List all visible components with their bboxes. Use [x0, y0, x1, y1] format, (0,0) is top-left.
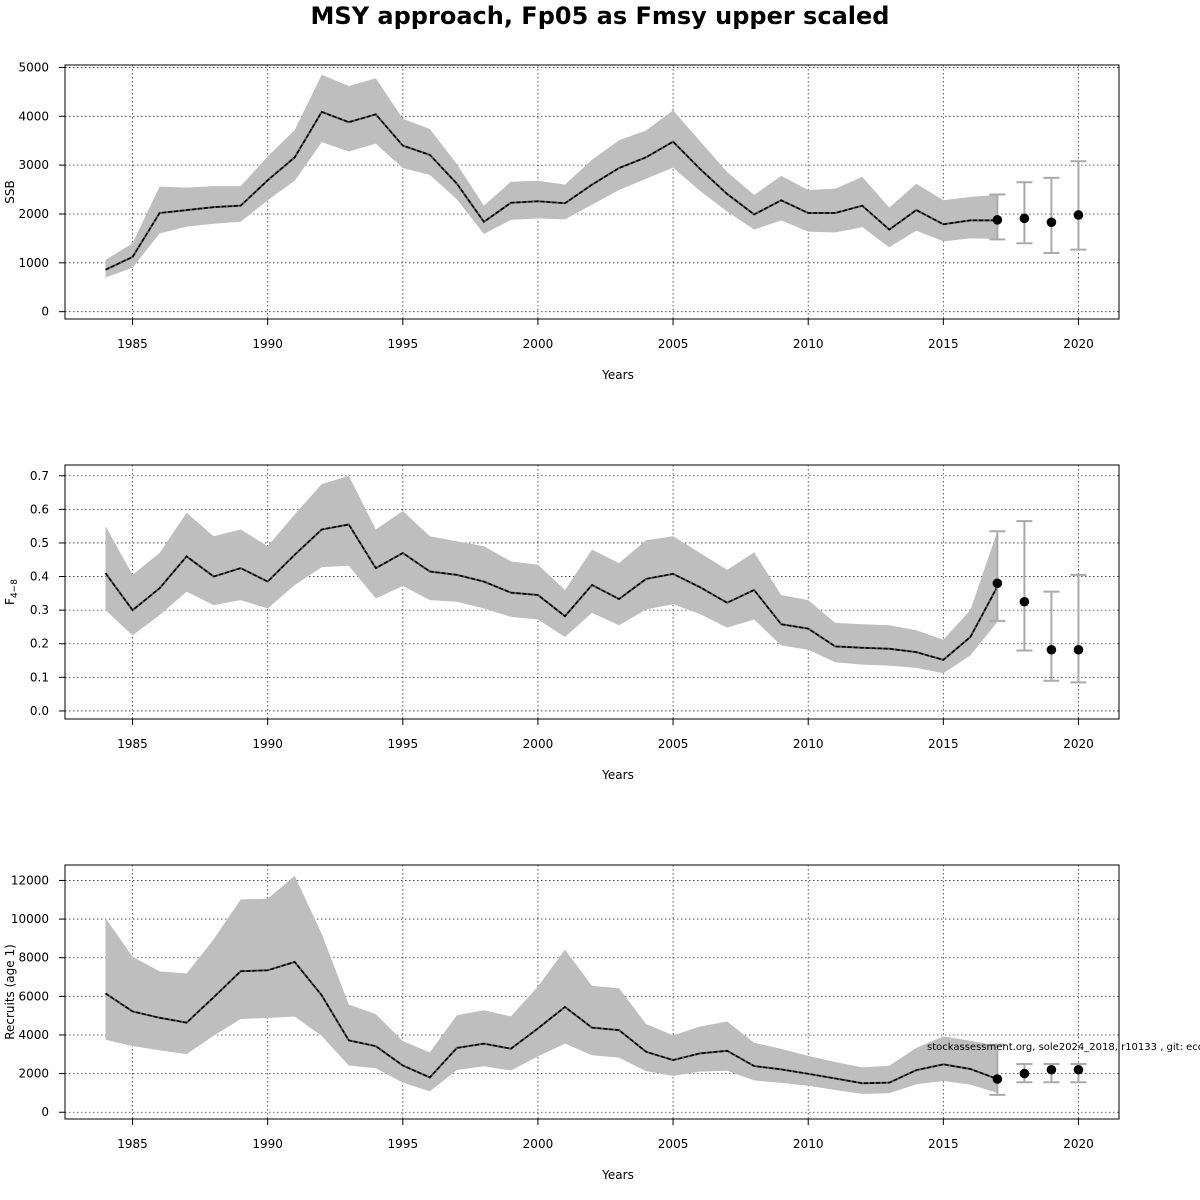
- x-tick-label: 1990: [252, 337, 283, 351]
- y-tick-label: 6000: [18, 989, 49, 1003]
- estimate-line: [105, 961, 998, 1085]
- confidence-band: [105, 875, 998, 1094]
- forecast-point: [992, 578, 1003, 589]
- plot-frame: [64, 464, 1120, 720]
- y-tick-label: 0: [41, 305, 49, 319]
- y-axis-title-subscript: 4−8: [10, 579, 20, 598]
- y-axis-title: Recruits (age 1): [3, 944, 17, 1040]
- y-tick-label: 0.3: [30, 603, 49, 617]
- forecast-point: [992, 1074, 1003, 1084]
- estimate-line: [105, 110, 998, 271]
- x-tick-label: 2020: [1063, 737, 1094, 751]
- y-tick-label: 0: [41, 1105, 49, 1119]
- plot-frame: [64, 64, 1120, 320]
- x-tick-label: 2015: [928, 737, 959, 751]
- forecast-point: [1073, 1064, 1084, 1075]
- forecast-point: [1073, 210, 1084, 220]
- forecast-point: [1046, 217, 1057, 228]
- x-axis-title: Years: [601, 368, 634, 382]
- x-tick-label: 2010: [793, 337, 824, 351]
- y-tick-label: 0.5: [30, 536, 49, 550]
- y-tick-label: 0.2: [30, 637, 49, 651]
- y-axis-title: SSB: [3, 180, 17, 203]
- y-tick-label: 0.6: [30, 502, 49, 516]
- x-tick-label: 1985: [117, 737, 148, 751]
- y-tick-label: 10000: [11, 912, 49, 926]
- y-tick-label: 2000: [18, 207, 49, 221]
- y-tick-label: 5000: [18, 60, 49, 74]
- x-tick-label: 2020: [1063, 1137, 1094, 1151]
- y-tick-label: 12000: [11, 873, 49, 887]
- y-tick-label: 0.4: [30, 570, 49, 584]
- x-tick-label: 1995: [388, 737, 419, 751]
- chart-title: MSY approach, Fp05 as Fmsy upper scaled: [310, 2, 890, 30]
- x-tick-label: 1985: [117, 1137, 148, 1151]
- recruitment-panel: 1985 1990 1995 2000 2005 2010 2015 2020 0 2000 400…: [3, 864, 1120, 1182]
- x-axis-title: Years: [601, 768, 634, 782]
- forecast-point: [1046, 644, 1057, 655]
- forecast-point: [1019, 596, 1030, 607]
- y-tick-label: 3000: [18, 158, 49, 172]
- y-tick-label: 1000: [18, 256, 49, 270]
- forecast-point: [1019, 1068, 1030, 1079]
- y-tick-label: 4000: [18, 1028, 49, 1042]
- x-tick-label: 1985: [117, 337, 148, 351]
- y-tick-label: 0.7: [30, 469, 49, 483]
- x-tick-label: 1990: [252, 1137, 283, 1151]
- forecast-point: [1046, 1064, 1057, 1075]
- x-tick-label: 2000: [523, 1137, 554, 1151]
- x-tick-label: 2005: [658, 737, 689, 751]
- x-tick-label: 1990: [252, 737, 283, 751]
- x-tick-label: 1995: [388, 337, 419, 351]
- x-tick-label: 2015: [928, 1137, 959, 1151]
- y-tick-label: 0.1: [30, 670, 49, 684]
- estimate-line: [104, 523, 999, 661]
- y-tick-label: 2000: [18, 1067, 49, 1081]
- plot-frame: [64, 864, 1120, 1120]
- x-tick-label: 2005: [658, 1137, 689, 1151]
- x-tick-label: 2020: [1063, 337, 1094, 351]
- footnote-text: stockassessment.org, sole2024_2018, r101…: [927, 1042, 1200, 1053]
- forecast-point: [1019, 213, 1030, 224]
- x-tick-label: 1995: [388, 1137, 419, 1151]
- x-tick-label: 2010: [793, 1137, 824, 1151]
- forecast-point: [1073, 644, 1084, 655]
- x-tick-label: 2005: [658, 337, 689, 351]
- x-axis-title: Years: [601, 1168, 634, 1182]
- forecast-point: [992, 215, 1003, 225]
- x-tick-label: 2000: [523, 737, 554, 751]
- x-tick-label: 2010: [793, 737, 824, 751]
- x-tick-label: 2000: [523, 337, 554, 351]
- confidence-band: [105, 74, 998, 278]
- x-tick-label: 2015: [928, 337, 959, 351]
- y-tick-label: 0.0: [30, 704, 49, 718]
- y-tick-label: 8000: [18, 951, 49, 965]
- y-tick-label: 4000: [18, 109, 49, 123]
- fishing-mortality-panel: 1985 1990 1995 2000 2005 2010 2015 2020 0.0 0.1 0.…: [3, 464, 1120, 782]
- confidence-band: [105, 475, 998, 674]
- ssb-panel: 1985 1990 1995 2000 2005 2010 2015 2020 0 1000 200…: [3, 60, 1120, 382]
- y-axis-title: F4−8: [3, 579, 20, 605]
